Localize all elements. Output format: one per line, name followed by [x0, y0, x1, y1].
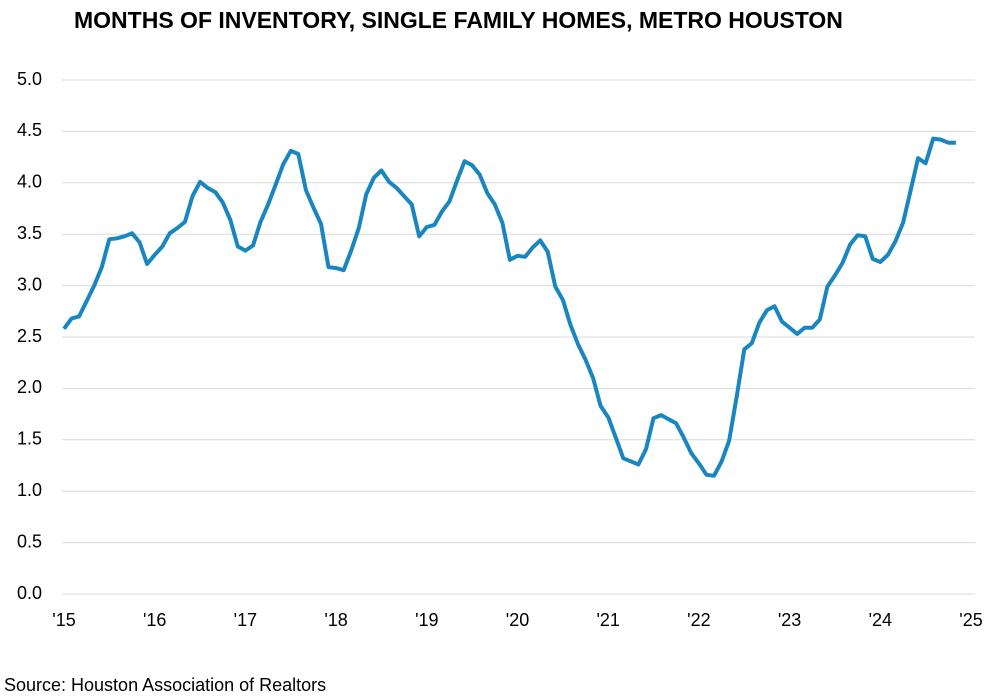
source-note: Source: Houston Association of Realtors [4, 675, 326, 695]
y-tick-label: 1.5 [17, 429, 42, 449]
x-tick-label: '17 [234, 610, 257, 630]
data-line [62, 136, 956, 478]
x-tick-label: '21 [596, 610, 619, 630]
y-tick-label: 4.5 [17, 120, 42, 140]
x-tick-label: '15 [52, 610, 75, 630]
chart-title: MONTHS OF INVENTORY, SINGLE FAMILY HOMES… [74, 7, 843, 33]
x-tick-label: '23 [778, 610, 801, 630]
y-tick-label: 0.5 [17, 531, 42, 551]
x-tick-label: '18 [324, 610, 347, 630]
y-tick-label: 0.0 [17, 583, 42, 603]
y-tick-label: 2.5 [17, 326, 42, 346]
x-tick-label: '20 [506, 610, 529, 630]
y-tick-label: 3.0 [17, 274, 42, 294]
x-tick-label: '16 [143, 610, 166, 630]
x-tick-label: '22 [687, 610, 710, 630]
x-tick-label: '24 [869, 610, 892, 630]
x-tick-label: '19 [415, 610, 438, 630]
y-tick-label: 1.0 [17, 480, 42, 500]
y-tick-label: 3.5 [17, 223, 42, 243]
y-tick-label: 4.0 [17, 172, 42, 192]
x-tick-label: '25 [959, 610, 982, 630]
y-tick-label: 2.0 [17, 377, 42, 397]
y-tick-label: 5.0 [17, 69, 42, 89]
